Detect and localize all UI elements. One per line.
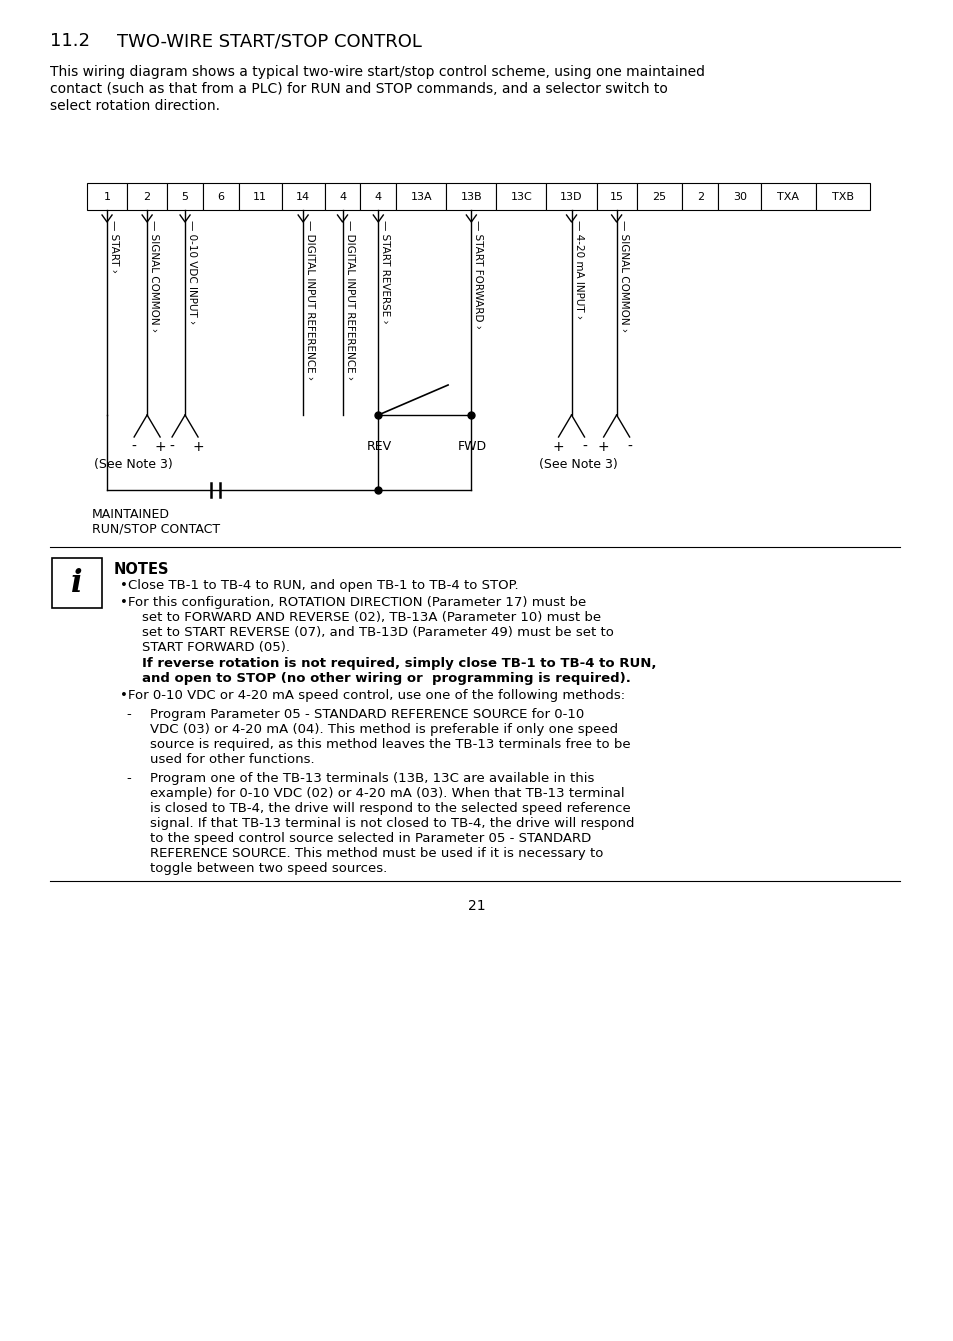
Text: REFERENCE SOURCE. This method must be used if it is necessary to: REFERENCE SOURCE. This method must be us… <box>150 848 602 860</box>
Bar <box>815 182 869 211</box>
Text: — START ›: — START › <box>109 220 119 272</box>
Text: VDC (03) or 4-20 mA (04). This method is preferable if only one speed: VDC (03) or 4-20 mA (04). This method is… <box>150 723 618 736</box>
Bar <box>87 182 127 211</box>
Text: 30: 30 <box>732 192 746 201</box>
Text: This wiring diagram shows a typical two-wire start/stop control scheme, using on: This wiring diagram shows a typical two-… <box>50 64 704 79</box>
Text: (See Note 3): (See Note 3) <box>538 459 617 471</box>
Text: 15: 15 <box>609 192 623 201</box>
Text: 14: 14 <box>295 192 310 201</box>
Text: 5: 5 <box>181 192 189 201</box>
Bar <box>167 182 203 211</box>
Text: and open to STOP (no other wiring or  programming is required).: and open to STOP (no other wiring or pro… <box>142 672 630 685</box>
Text: Program Parameter 05 - STANDARD REFERENCE SOURCE for 0-10: Program Parameter 05 - STANDARD REFERENC… <box>150 708 583 721</box>
Text: 21: 21 <box>468 898 485 913</box>
Text: 6: 6 <box>217 192 224 201</box>
Text: i: i <box>71 567 83 598</box>
Text: — DIGITAL INPUT REFERENCE ›: — DIGITAL INPUT REFERENCE › <box>344 220 355 380</box>
Text: -: - <box>132 440 136 455</box>
Bar <box>446 182 496 211</box>
Text: For 0-10 VDC or 4-20 mA speed control, use one of the following methods:: For 0-10 VDC or 4-20 mA speed control, u… <box>128 689 624 701</box>
Text: -: - <box>170 440 174 455</box>
Text: used for other functions.: used for other functions. <box>150 754 314 766</box>
Text: — SIGNAL COMMON ›: — SIGNAL COMMON › <box>618 220 628 333</box>
Text: signal. If that TB-13 terminal is not closed to TB-4, the drive will respond: signal. If that TB-13 terminal is not cl… <box>150 817 634 830</box>
Text: Close TB-1 to TB-4 to RUN, and open TB-1 to TB-4 to STOP.: Close TB-1 to TB-4 to RUN, and open TB-1… <box>128 579 518 591</box>
Text: -: - <box>126 708 131 721</box>
Text: 2: 2 <box>143 192 151 201</box>
Bar <box>681 182 718 211</box>
Bar <box>360 182 395 211</box>
Text: (See Note 3): (See Note 3) <box>94 459 172 471</box>
Bar <box>324 182 360 211</box>
Text: 13A: 13A <box>410 192 432 201</box>
Text: TXB: TXB <box>831 192 853 201</box>
Text: contact (such as that from a PLC) for RUN and STOP commands, and a selector swit: contact (such as that from a PLC) for RU… <box>50 82 667 97</box>
Text: 25: 25 <box>652 192 666 201</box>
Text: source is required, as this method leaves the TB-13 terminals free to be: source is required, as this method leave… <box>150 738 630 751</box>
Text: Program one of the TB-13 terminals (13B, 13C are available in this: Program one of the TB-13 terminals (13B,… <box>150 772 594 784</box>
Text: FWD: FWD <box>456 440 486 453</box>
Text: •: • <box>120 579 128 591</box>
Text: — 0-10 VDC INPUT ›: — 0-10 VDC INPUT › <box>187 220 197 325</box>
Text: 13C: 13C <box>510 192 532 201</box>
Text: 13B: 13B <box>460 192 481 201</box>
Bar <box>718 182 760 211</box>
Bar <box>546 182 596 211</box>
Text: 2: 2 <box>696 192 703 201</box>
Text: 4: 4 <box>375 192 381 201</box>
Bar <box>596 182 636 211</box>
Text: set to START REVERSE (07), and TB-13D (Parameter 49) must be set to: set to START REVERSE (07), and TB-13D (P… <box>142 626 613 640</box>
Text: example) for 0-10 VDC (02) or 4-20 mA (03). When that TB-13 terminal: example) for 0-10 VDC (02) or 4-20 mA (0… <box>150 787 624 801</box>
Text: MAINTAINED: MAINTAINED <box>91 508 170 522</box>
Text: select rotation direction.: select rotation direction. <box>50 99 220 113</box>
Text: +: + <box>598 440 609 455</box>
Bar <box>496 182 546 211</box>
Bar <box>395 182 446 211</box>
Text: is closed to TB-4, the drive will respond to the selected speed reference: is closed to TB-4, the drive will respon… <box>150 802 630 815</box>
Bar <box>281 182 324 211</box>
Text: 1: 1 <box>104 192 111 201</box>
Bar <box>636 182 681 211</box>
Text: -: - <box>126 772 131 784</box>
Text: RUN/STOP CONTACT: RUN/STOP CONTACT <box>91 522 220 535</box>
Bar <box>760 182 815 211</box>
Text: TWO-WIRE START/STOP CONTROL: TWO-WIRE START/STOP CONTROL <box>117 32 421 50</box>
Text: START FORWARD (05).: START FORWARD (05). <box>142 641 290 654</box>
Text: to the speed control source selected in Parameter 05 - STANDARD: to the speed control source selected in … <box>150 831 591 845</box>
Text: 4: 4 <box>338 192 346 201</box>
Text: •: • <box>120 595 128 609</box>
Text: •: • <box>120 689 128 701</box>
Bar <box>52 558 102 607</box>
Text: — DIGITAL INPUT REFERENCE ›: — DIGITAL INPUT REFERENCE › <box>305 220 314 380</box>
Text: toggle between two speed sources.: toggle between two speed sources. <box>150 862 387 874</box>
Text: — SIGNAL COMMON ›: — SIGNAL COMMON › <box>149 220 159 333</box>
Text: -: - <box>626 440 632 455</box>
Text: set to FORWARD AND REVERSE (02), TB-13A (Parameter 10) must be: set to FORWARD AND REVERSE (02), TB-13A … <box>142 611 600 624</box>
Text: 11.2: 11.2 <box>50 32 90 50</box>
Bar <box>238 182 281 211</box>
Text: For this configuration, ROTATION DIRECTION (Parameter 17) must be: For this configuration, ROTATION DIRECTI… <box>128 595 586 609</box>
Text: — 4-20 mA INPUT ›: — 4-20 mA INPUT › <box>573 220 583 319</box>
Text: If reverse rotation is not required, simply close TB-1 to TB-4 to RUN,: If reverse rotation is not required, sim… <box>142 657 656 670</box>
Text: 11: 11 <box>253 192 267 201</box>
Text: -: - <box>581 440 586 455</box>
Bar <box>203 182 238 211</box>
Text: — START REVERSE ›: — START REVERSE › <box>380 220 390 323</box>
Text: REV: REV <box>366 440 391 453</box>
Text: — START FORWARD ›: — START FORWARD › <box>473 220 483 329</box>
Bar <box>127 182 167 211</box>
Text: 13D: 13D <box>559 192 582 201</box>
Text: TXA: TXA <box>777 192 799 201</box>
Text: NOTES: NOTES <box>113 562 170 577</box>
Text: +: + <box>552 440 564 455</box>
Text: +: + <box>193 440 204 455</box>
Text: +: + <box>154 440 166 455</box>
